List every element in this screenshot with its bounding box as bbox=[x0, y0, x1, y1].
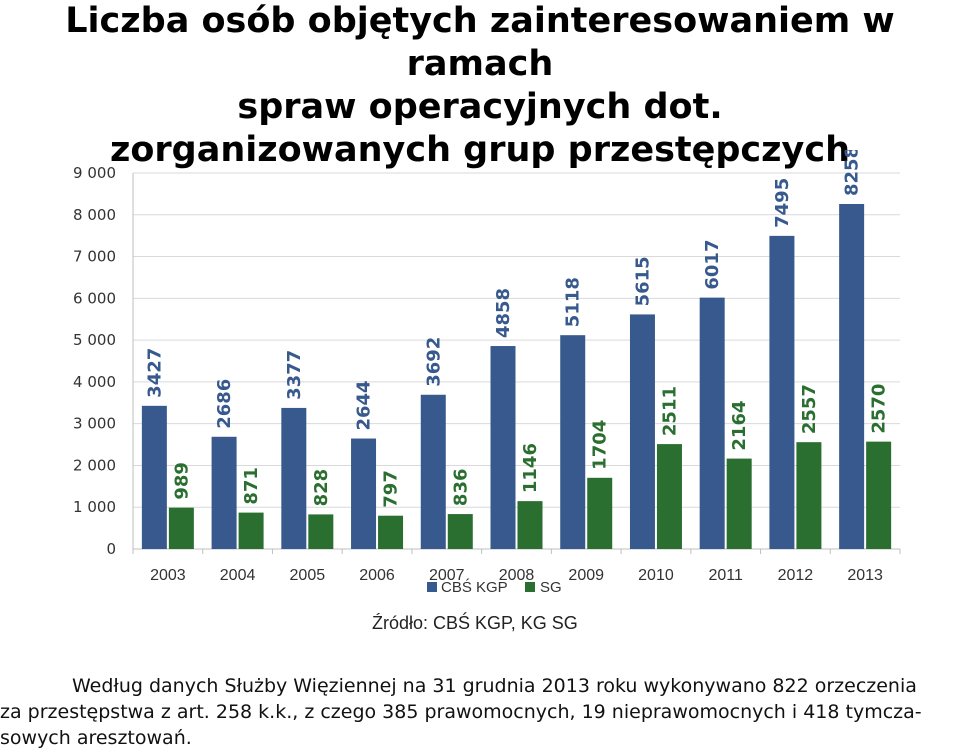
bar-chart: 0 1 000 2 000 3 000 4 000 5 000 6 000 7 000 8 00… bbox=[73, 150, 901, 596]
bar-cbs-kgp bbox=[769, 235, 795, 549]
footnote-line-3: sowych aresztowań. bbox=[0, 727, 192, 749]
y-tick-label: 6 000 bbox=[73, 289, 116, 307]
bar-sg bbox=[238, 512, 264, 549]
bar-cbs-kgp bbox=[420, 394, 446, 549]
footnote-line-2: za przestępstwa z art. 258 k.k., z czego… bbox=[0, 701, 922, 723]
bar-sg bbox=[796, 442, 822, 549]
title-line-3: zorganizowanych grup przestępczych bbox=[109, 130, 851, 170]
bar-sg bbox=[726, 458, 752, 549]
bar-cbs-kgp bbox=[281, 407, 307, 549]
legend-label-sg: SG bbox=[540, 579, 562, 596]
data-label-cbs-kgp: 4858 bbox=[493, 288, 514, 338]
bar-sg bbox=[308, 514, 334, 549]
x-category-label: 2007 bbox=[429, 567, 465, 584]
data-label-sg: 871 bbox=[241, 467, 262, 505]
data-label-sg: 836 bbox=[450, 468, 471, 506]
bar-cbs-kgp bbox=[490, 346, 516, 549]
data-label-cbs-kgp: 6017 bbox=[702, 240, 723, 290]
x-category-label: 2003 bbox=[150, 567, 186, 584]
data-label-cbs-kgp: 2686 bbox=[214, 379, 235, 429]
footnote-line-1: Według danych Służby Więziennej na 31 gr… bbox=[72, 675, 917, 697]
bar-sg bbox=[656, 444, 682, 549]
bar-cbs-kgp bbox=[560, 335, 586, 549]
data-label-cbs-kgp: 2644 bbox=[354, 380, 375, 430]
bar-cbs-kgp bbox=[141, 405, 167, 549]
data-label-cbs-kgp: 5615 bbox=[632, 256, 653, 306]
x-category-label: 2011 bbox=[708, 567, 743, 584]
data-label-sg: 797 bbox=[381, 470, 402, 508]
data-label-cbs-kgp: 8258 bbox=[842, 150, 863, 196]
data-label-cbs-kgp: 5118 bbox=[563, 277, 584, 327]
y-tick-label: 8 000 bbox=[73, 206, 116, 224]
bar-sg bbox=[378, 515, 404, 549]
x-category-label: 2006 bbox=[359, 567, 395, 584]
data-label-cbs-kgp: 3427 bbox=[144, 348, 165, 398]
bar-cbs-kgp bbox=[629, 314, 655, 549]
footnote: Według danych Służby Więziennej na 31 gr… bbox=[0, 673, 960, 751]
data-label-sg: 2511 bbox=[659, 386, 680, 436]
bar-cbs-kgp bbox=[699, 297, 725, 549]
data-label-sg: 1704 bbox=[590, 420, 611, 470]
data-label-sg: 989 bbox=[171, 462, 192, 500]
bar-sg bbox=[447, 514, 473, 549]
y-tick-label: 0 bbox=[106, 540, 116, 558]
x-category-label: 2004 bbox=[220, 567, 256, 584]
x-category-label: 2010 bbox=[638, 567, 674, 584]
bar-sg bbox=[587, 477, 613, 549]
data-label-sg: 1146 bbox=[520, 443, 541, 493]
title-line-2: spraw operacyjnych dot. bbox=[237, 87, 723, 127]
y-tick-label: 4 000 bbox=[73, 373, 116, 391]
data-label-sg: 2570 bbox=[869, 384, 890, 434]
data-label-sg: 828 bbox=[311, 469, 332, 507]
title-line-1: Liczba osób objętych zainteresowaniem w … bbox=[65, 1, 895, 84]
chart-title: Liczba osób objętych zainteresowaniem w … bbox=[0, 0, 960, 172]
y-tick-label: 3 000 bbox=[73, 415, 116, 433]
y-tick-label: 2 000 bbox=[73, 456, 116, 474]
data-label-cbs-kgp: 3692 bbox=[423, 337, 444, 387]
y-tick-label: 1 000 bbox=[73, 498, 116, 516]
bar-cbs-kgp bbox=[839, 203, 865, 549]
x-category-label: 2009 bbox=[568, 567, 604, 584]
bar-sg bbox=[517, 501, 543, 549]
bar-cbs-kgp bbox=[211, 436, 237, 549]
data-label-sg: 2557 bbox=[799, 384, 820, 434]
legend-swatch-sg bbox=[525, 582, 535, 592]
source-note: Źródło: CBŚ KGP, KG SG bbox=[372, 613, 578, 633]
x-category-label: 2005 bbox=[290, 567, 326, 584]
legend-swatch-cbs-kgp bbox=[427, 582, 437, 592]
bar-sg bbox=[866, 441, 892, 549]
data-label-cbs-kgp: 7495 bbox=[772, 178, 793, 228]
x-category-label: 2008 bbox=[499, 567, 535, 584]
x-category-label: 2013 bbox=[847, 567, 883, 584]
y-tick-label: 7 000 bbox=[73, 248, 116, 266]
legend-label-cbs-kgp: CBŚ KGP bbox=[441, 578, 508, 596]
data-label-cbs-kgp: 3377 bbox=[284, 350, 305, 400]
data-label-sg: 2164 bbox=[729, 400, 750, 450]
x-category-label: 2012 bbox=[778, 567, 814, 584]
bar-cbs-kgp bbox=[351, 438, 377, 549]
bar-sg bbox=[168, 507, 194, 549]
y-tick-label: 5 000 bbox=[73, 331, 116, 349]
y-tick-label: 9 000 bbox=[73, 164, 116, 182]
